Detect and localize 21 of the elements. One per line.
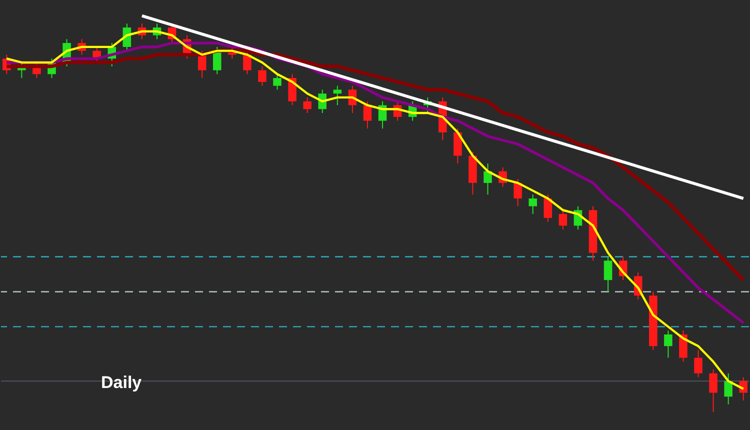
candlestick	[212, 46, 222, 75]
candlestick	[363, 100, 372, 130]
annotation: Daily	[101, 373, 142, 392]
candlestick	[724, 372, 732, 405]
candlestick	[558, 210, 568, 230]
candlestick	[604, 256, 612, 292]
candlestick	[273, 74, 282, 90]
candlestick	[739, 376, 748, 402]
candlestick	[709, 368, 718, 413]
candlestick	[454, 128, 462, 164]
candlestick	[694, 350, 702, 378]
candlestick	[528, 194, 538, 215]
candlestick	[544, 194, 552, 222]
candlestick	[484, 163, 492, 196]
candlestick	[303, 96, 312, 114]
candlestick	[333, 85, 342, 106]
candlestick	[514, 178, 522, 207]
candlestick	[679, 330, 688, 362]
candlestick	[258, 66, 266, 86]
candlestick	[664, 330, 672, 358]
candlestick	[288, 74, 296, 106]
